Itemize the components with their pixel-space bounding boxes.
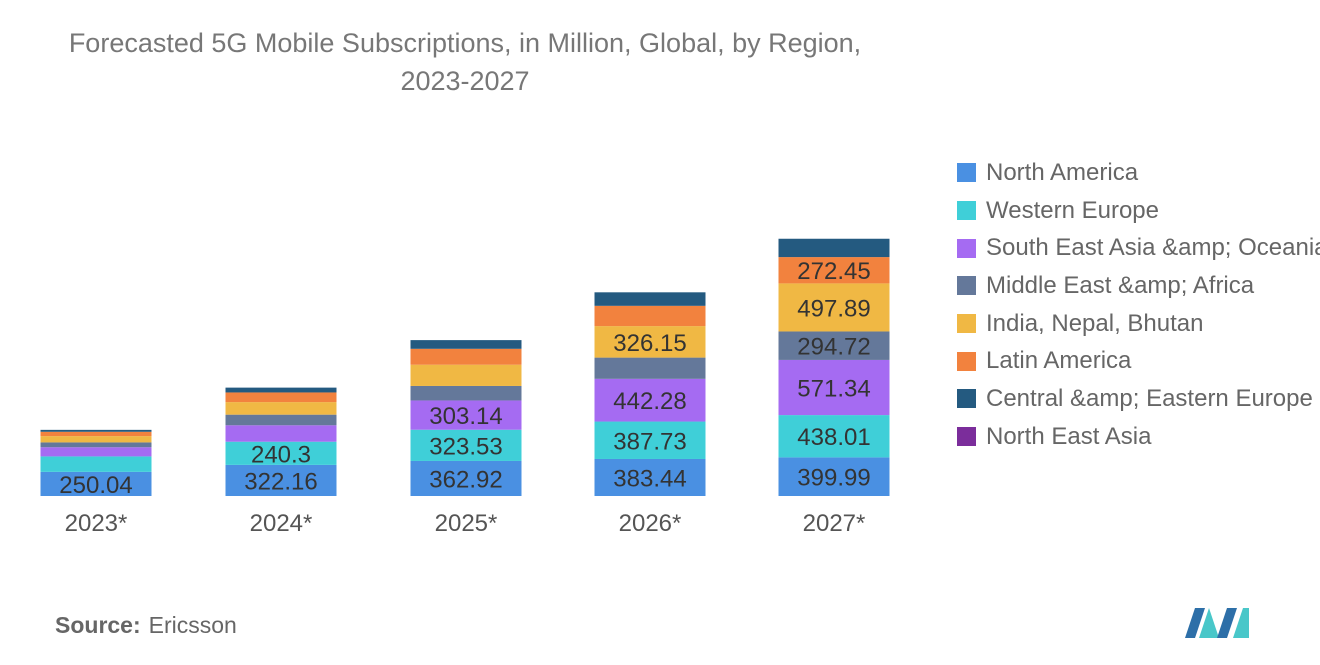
source-label: Source: — [55, 612, 141, 638]
bar-segment — [410, 340, 522, 349]
bar-segment — [778, 283, 890, 332]
bar-segment — [225, 464, 337, 496]
legend: North America Western Europe South East As… — [957, 154, 1320, 456]
legend-item: North America — [957, 154, 1320, 192]
data-label: 326.15 — [613, 330, 686, 357]
bar-segment — [594, 326, 706, 358]
data-label: 497.89 — [797, 295, 870, 322]
bar-segment — [594, 378, 706, 422]
bar-segment — [410, 460, 522, 496]
legend-label: India, Nepal, Bhutan — [986, 309, 1204, 337]
data-label: 322.16 — [244, 468, 317, 495]
bar-segment — [778, 257, 890, 284]
mordor-intelligence-logo-icon — [1185, 608, 1249, 638]
data-label: 272.45 — [797, 258, 870, 285]
bar-segment — [778, 331, 890, 360]
bar-segment — [410, 429, 522, 461]
chart-title: Forecasted 5G Mobile Subscriptions, in M… — [68, 28, 862, 96]
legend-item: Latin America — [957, 342, 1320, 380]
legend-item: Middle East &amp; Africa — [957, 267, 1320, 305]
legend-swatch — [957, 201, 976, 221]
bar-segment — [778, 415, 890, 458]
data-label: 323.53 — [429, 433, 502, 460]
legend-item: North East Asia — [957, 418, 1320, 456]
source-value: Ericsson — [148, 612, 237, 638]
bar-segment — [225, 387, 337, 393]
x-tick-label: 2023* — [65, 510, 128, 537]
bar-segment — [40, 447, 152, 457]
legend-label: Middle East &amp; Africa — [986, 271, 1255, 299]
data-label: 387.73 — [613, 428, 686, 455]
data-label: 294.72 — [797, 334, 870, 361]
legend-swatch — [957, 238, 976, 258]
bar-segment — [225, 402, 337, 415]
legend-swatch — [957, 314, 976, 334]
bar-segment — [40, 456, 152, 472]
bar-segment — [594, 421, 706, 459]
legend-swatch — [957, 427, 976, 447]
source-note: Source: Ericsson — [55, 612, 237, 639]
bar-segment — [778, 238, 890, 258]
bar-segment — [40, 442, 152, 448]
bar-segment — [225, 414, 337, 426]
legend-swatch — [957, 351, 976, 371]
legend-label: North America — [986, 158, 1139, 186]
bar-segment — [594, 357, 706, 379]
bar-segment — [410, 364, 522, 386]
bar-segment — [40, 429, 152, 432]
bar-segment — [594, 458, 706, 496]
bar-segment — [225, 425, 337, 442]
legend-item: South East Asia &amp; Oceania — [957, 229, 1320, 267]
data-label: 250.04 — [59, 472, 132, 499]
bar-segment — [225, 441, 337, 465]
legend-label: South East Asia &amp; Oceania — [986, 234, 1320, 262]
x-tick-label: 2027* — [803, 510, 866, 537]
legend-swatch — [957, 389, 976, 409]
bar-segment — [40, 471, 152, 496]
data-label: 399.99 — [797, 465, 870, 492]
bar-segment — [40, 436, 152, 443]
data-label: 303.14 — [429, 403, 502, 430]
data-label: 442.28 — [613, 388, 686, 415]
bar-segment — [410, 348, 522, 365]
legend-label: Latin America — [986, 347, 1132, 375]
bar-segment — [410, 400, 522, 430]
legend-label: Central &amp; Eastern Europe — [986, 384, 1313, 412]
data-label: 383.44 — [613, 465, 686, 492]
legend-label: Western Europe — [986, 196, 1159, 224]
data-label: 571.34 — [797, 376, 870, 403]
data-label: 362.92 — [429, 466, 502, 493]
x-tick-label: 2026* — [619, 510, 682, 537]
bar-segment — [40, 431, 152, 437]
data-label: 240.3 — [251, 441, 311, 468]
legend-swatch — [957, 276, 976, 296]
legend-swatch — [957, 163, 976, 183]
bar-segment — [594, 305, 706, 327]
legend-item: Central &amp; Eastern Europe — [957, 380, 1320, 418]
legend-label: North East Asia — [986, 422, 1152, 450]
x-axis-ticks: 2023* 2024* 2025* 2026* 2027* — [65, 510, 866, 537]
x-tick-label: 2024* — [250, 510, 313, 537]
bar-segment — [225, 392, 337, 403]
bar-segment — [778, 359, 890, 416]
x-tick-label: 2025* — [435, 510, 498, 537]
bar-segment — [778, 457, 890, 496]
bar-segment — [410, 385, 522, 401]
legend-item: India, Nepal, Bhutan — [957, 305, 1320, 343]
legend-item: Western Europe — [957, 192, 1320, 230]
bar-segment — [594, 292, 706, 306]
data-label: 438.01 — [797, 424, 870, 451]
